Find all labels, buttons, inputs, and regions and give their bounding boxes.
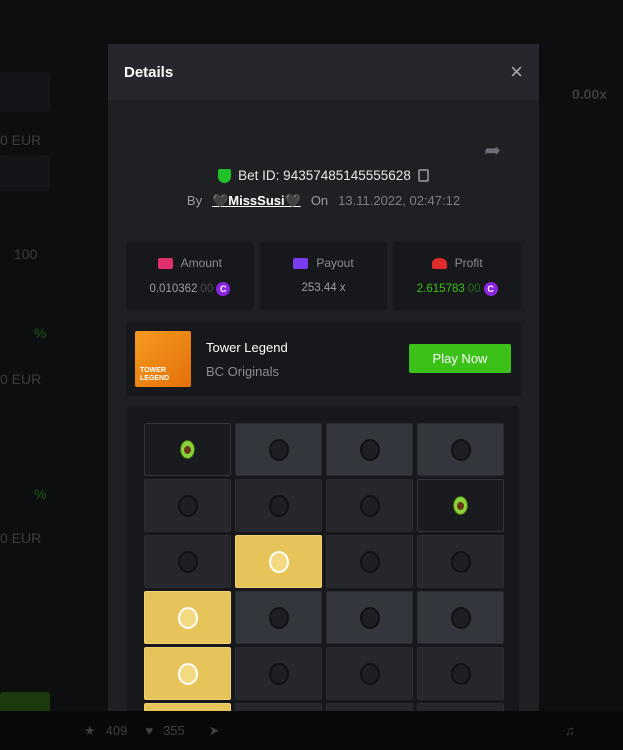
star-count: 409 (105, 723, 128, 738)
stat-value-faded: 00 (467, 283, 481, 295)
play-now-button[interactable]: Play Now (409, 344, 511, 373)
egg-icon (359, 550, 380, 573)
bg-percent: % (34, 325, 47, 341)
tile-gem (144, 423, 231, 476)
bg-eur-label: 0 EUR (0, 371, 42, 387)
stat-amount: Amount 0.010362 00 C (126, 242, 254, 310)
stat-value-faded: 00 (200, 283, 214, 295)
modal-title: Details (124, 63, 174, 81)
egg-icon (268, 438, 289, 461)
tile-gray (417, 591, 504, 644)
tile-dim (326, 479, 413, 532)
send-icon[interactable]: ➤ (208, 722, 220, 738)
stat-label: Payout (316, 256, 354, 270)
bg-eur-label: 0 EUR (0, 132, 42, 148)
stat-value: 253.44 x (301, 282, 346, 294)
heart-count: 355 (163, 723, 185, 738)
tile-dim (326, 647, 413, 700)
bg-eur-label: 0 EUR (0, 530, 42, 546)
tile-dim (235, 479, 322, 532)
amount-icon (157, 257, 173, 269)
tile-dim (417, 647, 504, 700)
stat-value: 0.010362 (149, 283, 198, 295)
tile-gold (144, 647, 231, 700)
profit-hand-icon (431, 257, 447, 269)
tile-gold (235, 535, 322, 588)
bet-id-row: Bet ID: 94357485145555628 (108, 168, 539, 183)
egg-icon (359, 662, 380, 685)
modal-header: Details × (108, 44, 539, 100)
user-link[interactable]: 🖤MissSusi🖤 (212, 193, 301, 208)
stat-payout: Payout 253.44 x (259, 242, 388, 310)
egg-icon (450, 550, 471, 573)
stat-label: Amount (180, 256, 223, 270)
payout-card-icon (293, 257, 309, 269)
egg-icon (177, 662, 198, 685)
stat-value: 2.615783 (416, 283, 465, 295)
egg-icon (268, 550, 289, 573)
tile-gem (417, 479, 504, 532)
bg-tab (0, 72, 50, 112)
tile-gray (417, 423, 504, 476)
tile-dim (326, 535, 413, 588)
egg-icon (450, 438, 471, 461)
tile-dim (417, 535, 504, 588)
share-icon[interactable]: ➦ (484, 140, 501, 162)
coin-icon: C (216, 282, 231, 296)
avocado-icon (453, 496, 468, 515)
copy-icon[interactable] (417, 169, 429, 182)
game-name[interactable]: Tower Legend (206, 340, 288, 355)
avocado-icon (180, 440, 195, 459)
by-label: By (186, 193, 203, 208)
game-provider: BC Originals (206, 364, 279, 379)
tower-grid-panel (127, 406, 519, 744)
game-thumbnail[interactable]: TOWER LEGEND (135, 331, 191, 387)
egg-icon (450, 662, 471, 685)
egg-icon (268, 494, 289, 517)
tile-dim (144, 535, 231, 588)
stats-row: Amount 0.010362 00 C Payout 253.44 x Profi… (126, 242, 522, 310)
tile-gray (326, 591, 413, 644)
egg-icon (268, 606, 289, 629)
bet-id: Bet ID: 94357485145555628 (238, 168, 411, 183)
details-modal: Details × ➦ Bet ID: 94357485145555628 By… (108, 44, 539, 744)
egg-icon (177, 606, 198, 629)
egg-icon (359, 494, 380, 517)
bet-date: 13.11.2022, 02:47:12 (338, 193, 461, 208)
tile-gold (144, 591, 231, 644)
egg-icon (177, 494, 198, 517)
egg-icon (177, 550, 198, 573)
star-icon[interactable]: ★ (84, 722, 96, 738)
tile-dim (235, 647, 322, 700)
stat-label: Profit (454, 256, 483, 270)
tile-dim (144, 479, 231, 532)
tile-gray (235, 423, 322, 476)
close-icon[interactable]: × (510, 59, 523, 84)
tile-gray (235, 591, 322, 644)
egg-icon (450, 606, 471, 629)
egg-icon (268, 662, 289, 685)
heart-icon[interactable]: ♥ (145, 723, 154, 738)
bg-percent: % (34, 486, 47, 502)
bet-byline: By 🖤MissSusi🖤 On 13.11.2022, 02:47:12 (108, 193, 539, 209)
on-label: On (310, 193, 329, 208)
bg-multiplier: 0.00x (572, 86, 608, 102)
bg-amount-input (0, 155, 50, 191)
tower-grid (144, 423, 519, 744)
shield-check-icon (218, 168, 232, 183)
coin-icon: C (483, 282, 498, 296)
tile-gray (326, 423, 413, 476)
game-card: TOWER LEGEND Tower Legend BC Originals P… (126, 322, 521, 396)
egg-icon (359, 606, 380, 629)
stat-profit: Profit 2.615783 00 C (393, 242, 522, 310)
footer-bar: ★ 409 ♥ 355 ➤ ♫ (0, 711, 623, 750)
bg-count: 100 (14, 246, 38, 262)
egg-icon (359, 438, 380, 461)
music-off-icon[interactable]: ♫ (565, 723, 575, 738)
